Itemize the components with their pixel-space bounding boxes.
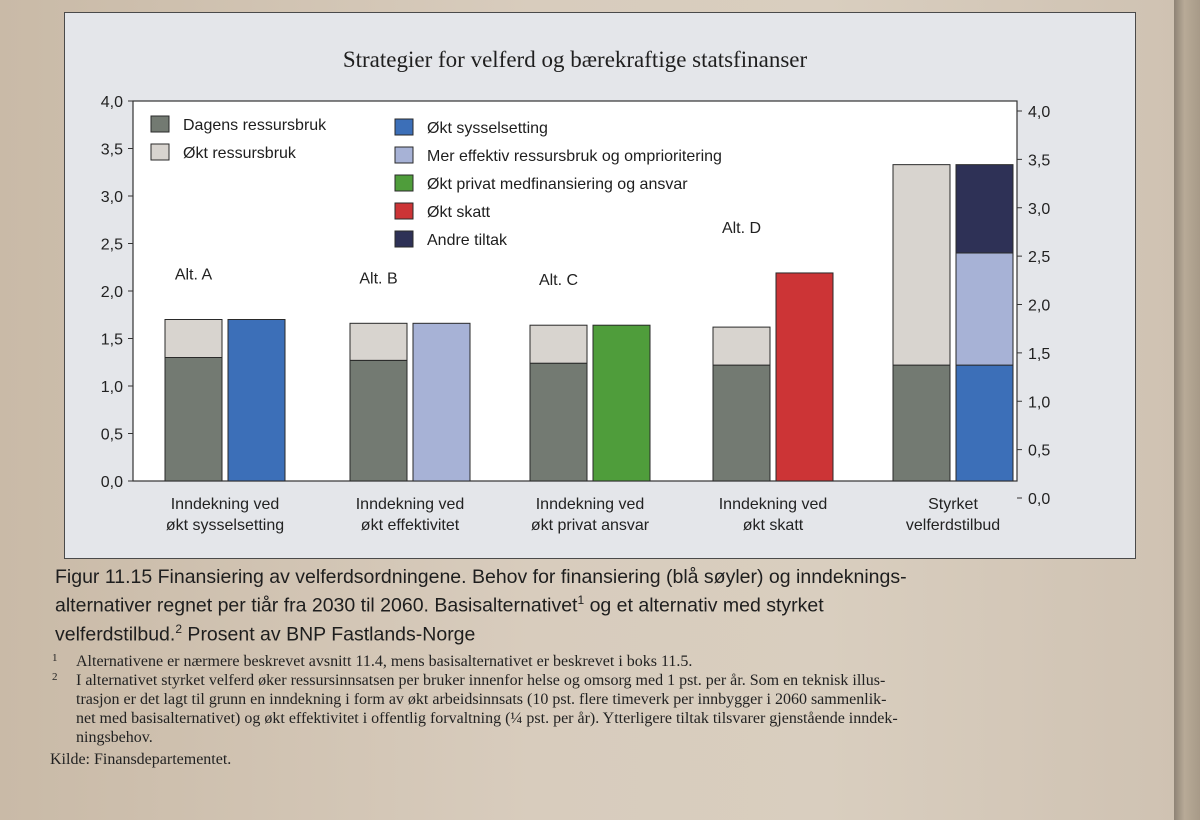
x-category-label: Inndekning ved — [171, 496, 280, 513]
x-category-label: økt effektivitet — [361, 517, 460, 534]
legend-label: Økt skatt — [427, 204, 491, 221]
bar-segment-financing — [955, 364, 1014, 482]
legend-swatch — [394, 118, 414, 136]
y-tick-label-right: 1,5 — [1028, 346, 1050, 363]
chart: Strategier for velferd og bærekraftige s… — [101, 47, 1051, 534]
footnote-ref-1: 1 — [577, 593, 585, 607]
x-category-label: Inndekning ved — [719, 496, 828, 513]
footnote-line: net med basisalternativet) og økt effekt… — [76, 710, 898, 727]
legend-swatch — [150, 143, 170, 161]
page-edge — [1174, 0, 1200, 820]
legend-swatch — [394, 202, 414, 220]
footnote-1: 1 Alternativene er nærmere beskrevet avs… — [50, 652, 1150, 671]
x-category-label: Inndekning ved — [536, 496, 645, 513]
legend-label: Andre tiltak — [427, 232, 508, 249]
alt-label: Alt. A — [175, 267, 213, 284]
legend-label: Økt ressursbruk — [183, 145, 297, 162]
legend-label: Økt privat medfinansiering og ansvar — [427, 176, 688, 193]
x-category-label: økt sysselsetting — [166, 517, 284, 534]
bar-segment-financing — [412, 322, 471, 482]
legend-swatch — [394, 174, 414, 192]
footnote-line: Alternativene er nærmere beskrevet avsni… — [76, 653, 693, 670]
bar-segment-need — [529, 362, 588, 482]
legend-label: Dagens ressursbruk — [183, 117, 327, 134]
chart-title: Strategier for velferd og bærekraftige s… — [343, 47, 808, 72]
footnote-line: trasjon er det lagt til grunn en inndekn… — [76, 691, 887, 708]
footnote-line: ningsbehov. — [76, 729, 153, 746]
bar-segment-need — [712, 326, 771, 366]
x-category-label: økt privat ansvar — [531, 517, 650, 534]
footnote-line: I alternativet styrket velferd øker ress… — [76, 672, 886, 689]
x-category-label: Inndekning ved — [356, 496, 465, 513]
y-tick-label-right: 1,0 — [1028, 394, 1050, 411]
y-tick-label-right: 2,0 — [1028, 298, 1050, 315]
footnote-number: 2 — [52, 671, 58, 683]
y-tick-label-right: 3,5 — [1028, 152, 1050, 169]
bar-segment-financing — [955, 252, 1014, 366]
y-tick-label-left: 4,0 — [101, 94, 123, 111]
legend-label: Økt sysselsetting — [427, 120, 548, 137]
caption-line-3: velferdstilbud.2 Prosent av BNP Fastland… — [55, 618, 1145, 647]
y-tick-label-left: 3,0 — [101, 189, 123, 206]
legend-swatch — [394, 146, 414, 164]
alt-label: Alt. C — [539, 272, 578, 289]
bar-segment-need — [349, 322, 408, 361]
x-category-label: velferdstilbud — [906, 517, 1000, 534]
source-line: Kilde: Finansdepartementet. — [50, 751, 232, 768]
bar-segment-need — [164, 357, 223, 482]
bar-segment-financing — [227, 319, 286, 482]
y-tick-label-left: 3,5 — [101, 142, 123, 159]
footnote-2: 2 I alternativet styrket velferd øker re… — [50, 671, 1150, 747]
bar-segment-need — [164, 319, 223, 358]
y-tick-label-left: 1,0 — [101, 379, 123, 396]
y-tick-label-right: 2,5 — [1028, 249, 1050, 266]
chart-frame: Strategier for velferd og bærekraftige s… — [64, 12, 1136, 559]
y-tick-label-right: 4,0 — [1028, 104, 1050, 121]
bar-segment-need — [529, 324, 588, 364]
y-tick-label-left: 0,5 — [101, 427, 123, 444]
caption-line-2b: og et alternativ med styrket — [584, 594, 824, 617]
bar-segment-financing — [955, 164, 1014, 254]
figure-caption: Figur 11.15 Finansiering av velferdsordn… — [55, 566, 1145, 646]
y-tick-label-right: 3,0 — [1028, 201, 1050, 218]
legend-swatch — [394, 230, 414, 248]
caption-line-2: alternativer regnet per tiår fra 2030 ti… — [55, 589, 1145, 618]
y-tick-label-left: 1,5 — [101, 332, 123, 349]
y-tick-label-right: 0,5 — [1028, 443, 1050, 460]
bar-segment-financing — [775, 272, 834, 482]
footnotes: 1 Alternativene er nærmere beskrevet avs… — [50, 652, 1150, 769]
alt-label: Alt. B — [359, 270, 397, 287]
caption-line-2a: alternativer regnet per tiår fra 2030 ti… — [55, 594, 578, 617]
x-category-label: økt skatt — [743, 517, 804, 534]
bar-segment-need — [892, 364, 951, 482]
legend-label: Mer effektiv ressursbruk og omprioriteri… — [427, 148, 722, 165]
footnote-number: 1 — [52, 652, 58, 664]
legend-swatch — [150, 115, 170, 133]
y-tick-label-left: 0,0 — [101, 474, 123, 491]
y-tick-label-left: 2,5 — [101, 237, 123, 254]
caption-line-3b: Prosent av BNP Fastlands-Norge — [182, 623, 476, 645]
alt-label: Alt. D — [722, 220, 761, 237]
bar-segment-financing — [592, 324, 651, 482]
caption-line-1: Figur 11.15 Finansiering av velferdsordn… — [55, 566, 907, 588]
y-tick-label-right: 0,0 — [1028, 491, 1050, 508]
bar-segment-need — [349, 359, 408, 482]
footnote-ref-2: 2 — [175, 621, 183, 636]
bar-segment-need — [892, 164, 951, 366]
caption-line-3a: velferdstilbud. — [55, 623, 176, 645]
y-tick-label-left: 2,0 — [101, 284, 123, 301]
bar-segment-need — [712, 364, 771, 482]
x-category-label: Styrket — [928, 496, 978, 513]
